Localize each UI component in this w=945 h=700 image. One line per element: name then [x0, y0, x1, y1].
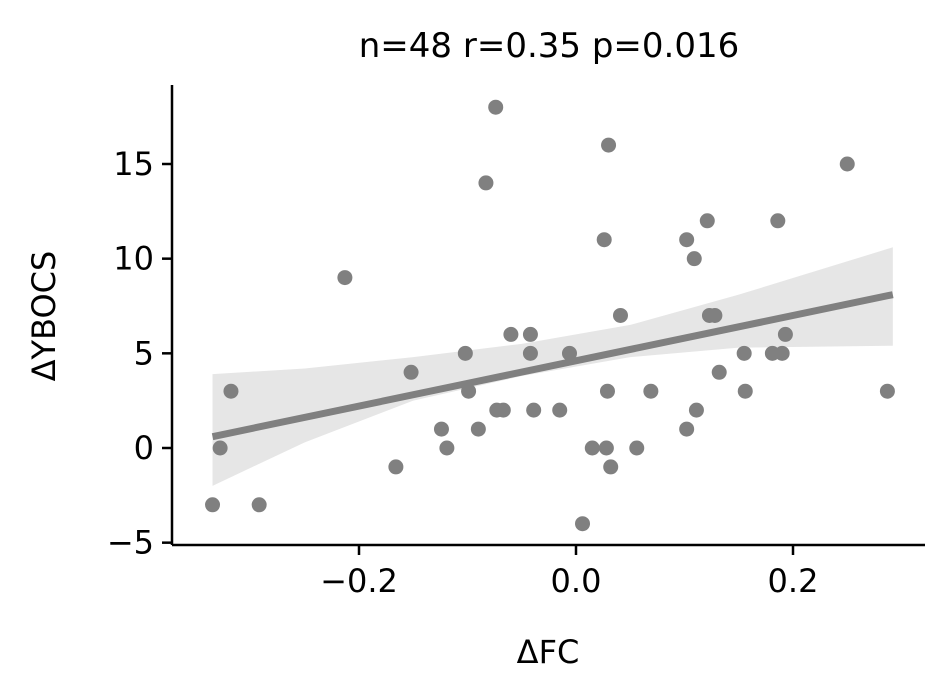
data-point	[403, 364, 419, 380]
data-point	[575, 516, 591, 532]
data-point	[737, 383, 753, 399]
data-point	[839, 156, 855, 172]
data-point	[629, 440, 645, 456]
data-point	[601, 137, 617, 153]
data-point	[251, 497, 267, 513]
data-point	[223, 383, 239, 399]
data-point	[561, 345, 577, 361]
data-point	[503, 326, 519, 342]
data-point	[495, 402, 511, 418]
data-point	[736, 345, 752, 361]
data-point	[457, 345, 473, 361]
x-tick-label: 0.0	[551, 562, 602, 600]
data-point	[596, 232, 612, 248]
data-point	[388, 459, 404, 475]
data-point	[478, 175, 494, 191]
data-point	[598, 440, 614, 456]
regression-line	[211, 291, 894, 441]
data-point	[707, 307, 723, 323]
data-point	[679, 232, 695, 248]
data-point	[879, 383, 895, 399]
data-point	[461, 383, 477, 399]
data-point	[774, 345, 790, 361]
data-point	[699, 213, 715, 229]
y-tick-label: 10	[113, 240, 154, 278]
data-point	[679, 421, 695, 437]
data-point	[711, 364, 727, 380]
data-point	[770, 213, 786, 229]
data-point	[205, 497, 221, 513]
data-point	[688, 402, 704, 418]
data-point	[212, 440, 228, 456]
data-point	[643, 383, 659, 399]
y-axis-label: ΔYBOCS	[25, 251, 63, 382]
data-point	[599, 383, 615, 399]
chart-title: n=48 r=0.35 p=0.016	[359, 26, 740, 66]
y-tick-label: 0	[134, 429, 154, 467]
data-point	[522, 345, 538, 361]
data-point	[522, 326, 538, 342]
data-point	[686, 251, 702, 267]
axes: −0.2 0.0 0.2 −5 0 5 10 15	[107, 85, 925, 600]
data-point	[603, 459, 619, 475]
data-point	[777, 326, 793, 342]
x-axis-label: ΔFC	[517, 633, 580, 671]
data-point	[526, 402, 542, 418]
data-point	[470, 421, 486, 437]
data-point	[612, 307, 628, 323]
data-point	[433, 421, 449, 437]
y-tick-label: −5	[107, 524, 154, 562]
y-tick-label: 5	[134, 334, 154, 372]
data-point	[439, 440, 455, 456]
x-tick-label: 0.2	[768, 562, 819, 600]
x-tick-label: −0.2	[320, 562, 398, 600]
data-point	[552, 402, 568, 418]
y-tick-label: 15	[113, 145, 154, 183]
data-point	[584, 440, 600, 456]
data-point	[337, 270, 353, 286]
data-point	[488, 99, 504, 115]
plot-area	[205, 99, 895, 532]
